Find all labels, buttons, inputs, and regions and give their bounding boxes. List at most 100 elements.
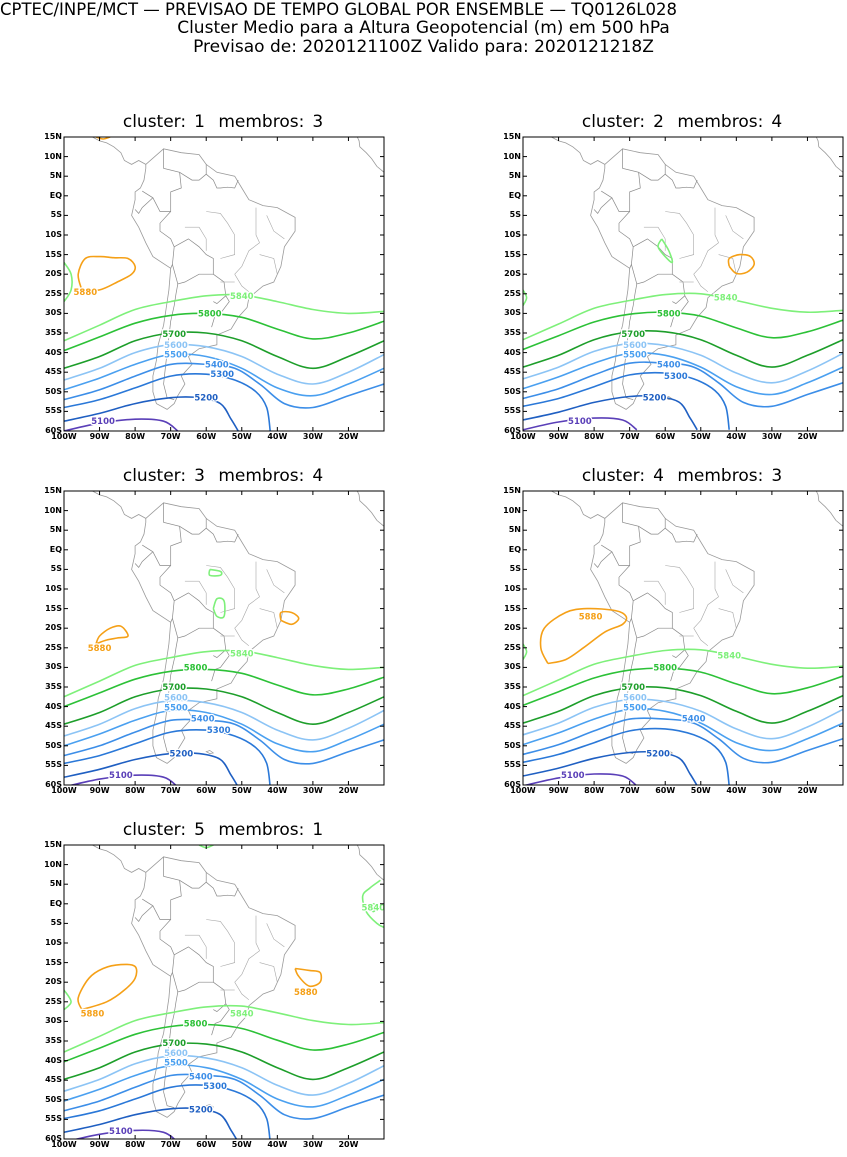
cluster-label: cluster:	[122, 112, 187, 132]
lat-tick-label: 45S	[504, 367, 521, 377]
contour-label: 5400	[682, 714, 706, 724]
lon-tick-label: 80W	[125, 1140, 146, 1149]
lon-tick-label: 50W	[231, 786, 252, 795]
country-border	[631, 592, 673, 639]
contour-label: 5100	[91, 417, 115, 427]
contour-5300	[523, 371, 730, 430]
contour-5700	[523, 330, 843, 368]
country-border	[664, 527, 698, 543]
panel-title: cluster: 1 membros: 3	[58, 112, 388, 132]
panel-title: cluster: 3 membros: 4	[58, 466, 388, 486]
country-border	[159, 919, 175, 977]
lat-tick-label: 55S	[45, 760, 62, 770]
country-border	[618, 211, 634, 269]
lon-tick-label: 40W	[267, 432, 288, 441]
state-border	[259, 608, 278, 629]
contour-5880	[95, 137, 111, 140]
lat-tick-label: 25S	[45, 996, 62, 1006]
contour-label: 5400	[189, 1072, 213, 1082]
country-border	[670, 649, 689, 682]
contour-5400	[64, 1073, 384, 1120]
lat-tick-label: 5N	[49, 525, 62, 535]
contour-label: 5500	[164, 1059, 188, 1069]
lat-tick-label: 60S	[504, 780, 521, 789]
lat-tick-label: 40S	[45, 701, 62, 711]
coastline-central-america	[90, 845, 146, 873]
lon-tick-label: 60W	[196, 786, 217, 795]
contour-5700	[64, 1042, 384, 1081]
state-border	[234, 628, 250, 647]
country-border	[211, 649, 230, 682]
lat-tick-label: 40S	[45, 1055, 62, 1065]
contour-label: 5700	[162, 330, 186, 340]
country-border	[672, 627, 686, 659]
contour-5200	[64, 752, 238, 785]
lat-tick-label: 55S	[45, 1114, 62, 1124]
cluster-panel-2: cluster: 2 membros: 4 5840 5800 5700 5600 5500…	[503, 112, 847, 442]
contour-5400	[523, 717, 843, 764]
cluster-label: cluster:	[581, 112, 646, 132]
coastline-islands	[205, 750, 215, 754]
contour-5840	[64, 261, 73, 303]
country-border	[638, 164, 666, 181]
contour-5200	[523, 750, 698, 785]
lat-tick-label: 30S	[504, 308, 521, 318]
lat-tick-label: 15S	[504, 249, 521, 259]
lat-tick-label: 10N	[44, 151, 62, 161]
contour-5840	[64, 989, 72, 1011]
lon-tick-label: 80W	[125, 786, 146, 795]
coastline-central-america	[90, 491, 146, 519]
lat-tick-label: 30S	[45, 1016, 62, 1026]
lon-tick-label: 100W	[510, 786, 536, 795]
state-border	[234, 950, 260, 983]
state-border	[198, 581, 207, 605]
country-border	[205, 173, 239, 189]
lat-tick-label: 10S	[45, 230, 62, 239]
lat-tick-label: 10S	[504, 230, 521, 239]
coastline-central-america	[549, 491, 605, 519]
contour-5500	[523, 352, 843, 396]
lon-tick-label: 40W	[726, 432, 747, 441]
country-border	[631, 238, 673, 285]
state-border	[725, 569, 744, 594]
contour-5800	[64, 312, 384, 352]
state-border	[693, 596, 719, 629]
state-border	[718, 254, 737, 275]
lat-tick-label: 60S	[45, 1134, 62, 1143]
lon-tick-label: 70W	[160, 1140, 181, 1149]
lat-tick-label: 15S	[45, 249, 62, 259]
country-border	[638, 518, 666, 535]
contour-label: 5840	[230, 1010, 254, 1020]
contour-label: 5880	[81, 1010, 105, 1020]
contour-5600	[64, 699, 384, 741]
lat-tick-label: 30S	[504, 662, 521, 672]
country-border	[134, 905, 154, 922]
map-border	[63, 136, 385, 432]
lon-tick-label: 50W	[690, 432, 711, 441]
coastline-africa	[356, 845, 384, 881]
lon-tick-label: 70W	[619, 432, 640, 441]
coastline-south-america	[590, 502, 755, 764]
contour-5840	[523, 289, 528, 306]
lon-tick-label: 20W	[797, 432, 818, 441]
country-border	[179, 518, 207, 535]
contour-5800	[64, 668, 384, 708]
coastline-africa	[356, 491, 384, 527]
country-border	[159, 211, 175, 269]
lat-tick-label: 55S	[504, 406, 521, 416]
cluster-panel-3: cluster: 3 membros: 4 5880 5840 5800 5700 5600…	[44, 466, 388, 796]
contour-label: 5880	[579, 612, 603, 622]
state-border	[234, 982, 250, 1001]
membros-number: 4	[771, 112, 783, 132]
contour-label: 5800	[184, 1019, 208, 1029]
lat-tick-label: 5S	[50, 210, 62, 220]
cluster-number: 5	[194, 820, 205, 840]
lat-tick-label: 40S	[45, 347, 62, 357]
lat-tick-label: 20S	[45, 623, 62, 633]
lon-tick-label: 80W	[584, 786, 605, 795]
country-border	[618, 565, 634, 623]
contour-label: 5800	[198, 309, 222, 319]
contour-5840	[523, 648, 843, 697]
contour-5880	[727, 253, 756, 275]
contour-5400	[523, 361, 843, 408]
